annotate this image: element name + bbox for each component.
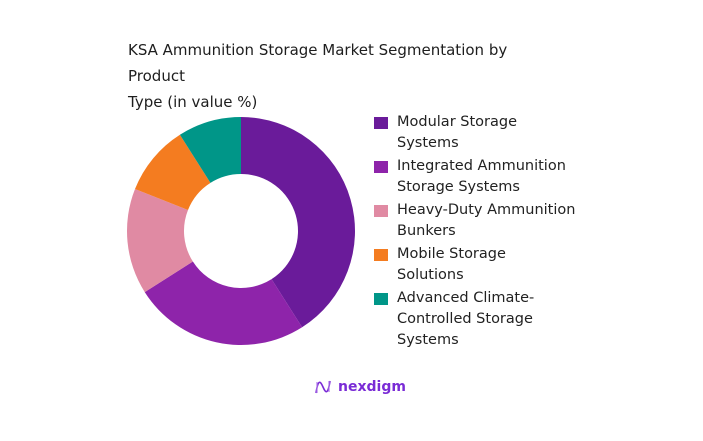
legend-label: Integrated Ammunition Storage Systems: [397, 158, 566, 195]
donut-slice-3: [127, 189, 193, 293]
chart-title: KSA Ammunition Storage Market Segmentati…: [128, 37, 548, 115]
legend-item: Integrated Ammunition Storage Systems: [374, 156, 634, 198]
chart-legend: Modular Storage Systems Integrated Ammunit…: [374, 112, 634, 353]
chart-title-line-1: KSA Ammunition Storage Market Segmentati…: [128, 41, 508, 85]
legend-item: Mobile Storage Solutions: [374, 244, 634, 286]
nexdigm-logo-icon: [315, 380, 331, 394]
donut-slice-5: [179, 117, 241, 183]
chart-title-line-2: Type (in value %): [128, 93, 258, 111]
legend-label: Advanced Climate- Controlled Storage Syste…: [397, 290, 535, 348]
legend-swatch: [374, 293, 388, 305]
legend-swatch: [374, 117, 388, 129]
legend-swatch: [374, 161, 388, 173]
legend-item: Advanced Climate- Controlled Storage Syste…: [374, 288, 634, 351]
nexdigm-logo: nexdigm: [314, 378, 406, 396]
donut-chart: [127, 117, 356, 345]
legend-swatch: [374, 249, 388, 261]
donut-slice-2: [144, 261, 303, 345]
legend-label: Heavy-Duty Ammunition Bunkers: [397, 202, 576, 239]
donut-slice-4: [135, 134, 211, 211]
legend-item: Modular Storage Systems: [374, 112, 634, 154]
legend-label: Modular Storage Systems: [397, 114, 517, 151]
legend-label: Mobile Storage Solutions: [397, 246, 506, 283]
legend-item: Heavy-Duty Ammunition Bunkers: [374, 200, 634, 242]
donut-slice-1: [241, 117, 356, 328]
legend-swatch: [374, 205, 388, 217]
nexdigm-logo-text: nexdigm: [338, 379, 406, 395]
